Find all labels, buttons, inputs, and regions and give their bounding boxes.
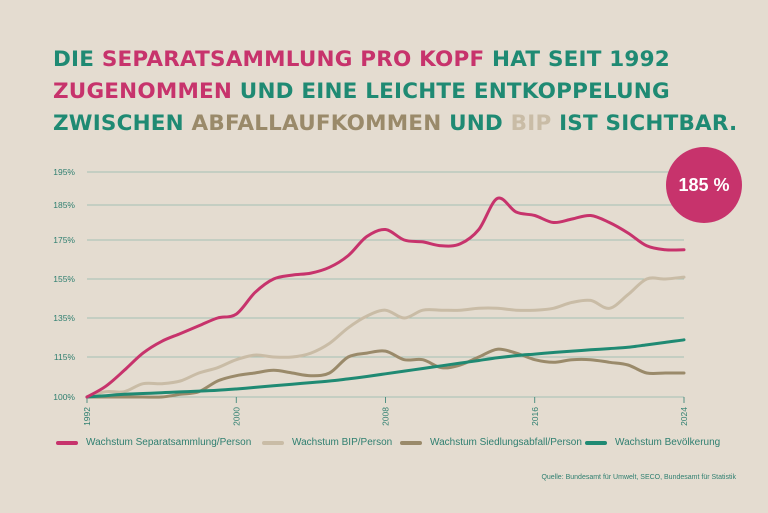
y-tick-label: 115%	[54, 352, 76, 362]
headline-segment: DIE	[53, 47, 102, 72]
headline-segment: UND EINE LEICHTE ENTKOPPELUNG	[232, 79, 670, 104]
legend-item-siedlungsabfall: Wachstum Siedlungsabfall/Person	[400, 437, 582, 448]
headline-line-3: ZWISCHEN ABFALLAUFKOMMEN UND BIP IST SIC…	[53, 108, 737, 140]
x-tick-label: 2024	[679, 407, 689, 426]
x-tick-label: 2000	[231, 407, 241, 426]
headline-segment: SEPARATSAMMLUNG PRO KOPF	[101, 47, 485, 72]
y-tick-label: 195%	[53, 167, 75, 177]
legend-item-separatsammlung: Wachstum Separatsammlung/Person	[56, 437, 251, 448]
badge-text: 185 %	[678, 174, 730, 195]
legend-label: Wachstum BIP/Person	[292, 437, 393, 448]
highlight-badge: 185 %	[666, 147, 742, 223]
y-tick-label: 185%	[53, 200, 75, 210]
headline-segment: ZWISCHEN	[53, 111, 192, 136]
legend-item-bip: Wachstum BIP/Person	[262, 437, 392, 448]
y-tick-label: 175%	[53, 235, 75, 245]
y-tick-label: 135%	[53, 313, 75, 323]
series-line-2	[85, 347, 686, 399]
y-tick-label: 155%	[53, 274, 75, 284]
legend-label: Wachstum Siedlungsabfall/Person	[430, 437, 582, 448]
source-note: Quelle: Bundesamt für Umwelt, SECO, Bund…	[541, 474, 736, 481]
legend-swatch	[585, 440, 607, 445]
headline-segment: BIP	[510, 111, 552, 136]
x-tick-label: 2008	[381, 407, 391, 426]
headline-segment: ZUGENOMMEN	[53, 79, 233, 104]
legend-label: Wachstum Bevölkerung	[615, 437, 721, 448]
headline-segment: HAT SEIT 1992	[484, 47, 670, 72]
headline-line-1: DIE SEPARATSAMMLUNG PRO KOPF HAT SEIT 19…	[53, 44, 693, 76]
legend-label: Wachstum Separatsammlung/Person	[86, 437, 252, 448]
legend-swatch	[400, 440, 422, 445]
legend-swatch	[262, 440, 284, 445]
series-line-1	[85, 275, 686, 399]
series-line-0	[85, 196, 686, 399]
x-tick-label: 2016	[530, 407, 540, 426]
series-line-3	[85, 338, 686, 399]
headline-segment: IST SICHTBAR.	[551, 111, 738, 136]
x-tick-label: 1992	[82, 407, 92, 426]
chart-legend: Wachstum Separatsammlung/Person Wachstum…	[0, 437, 768, 457]
headline: DIE SEPARATSAMMLUNG PRO KOPF HAT SEIT 19…	[53, 44, 737, 140]
y-tick-label: 100%	[53, 392, 75, 402]
legend-item-bevoelkerung: Wachstum Bevölkerung	[585, 437, 720, 448]
headline-segment: ABFALLAUFKOMMEN	[191, 111, 442, 136]
headline-line-2: ZUGENOMMEN UND EINE LEICHTE ENTKOPPELUNG	[53, 76, 693, 108]
legend-swatch	[56, 440, 78, 445]
headline-segment: UND	[441, 111, 511, 136]
